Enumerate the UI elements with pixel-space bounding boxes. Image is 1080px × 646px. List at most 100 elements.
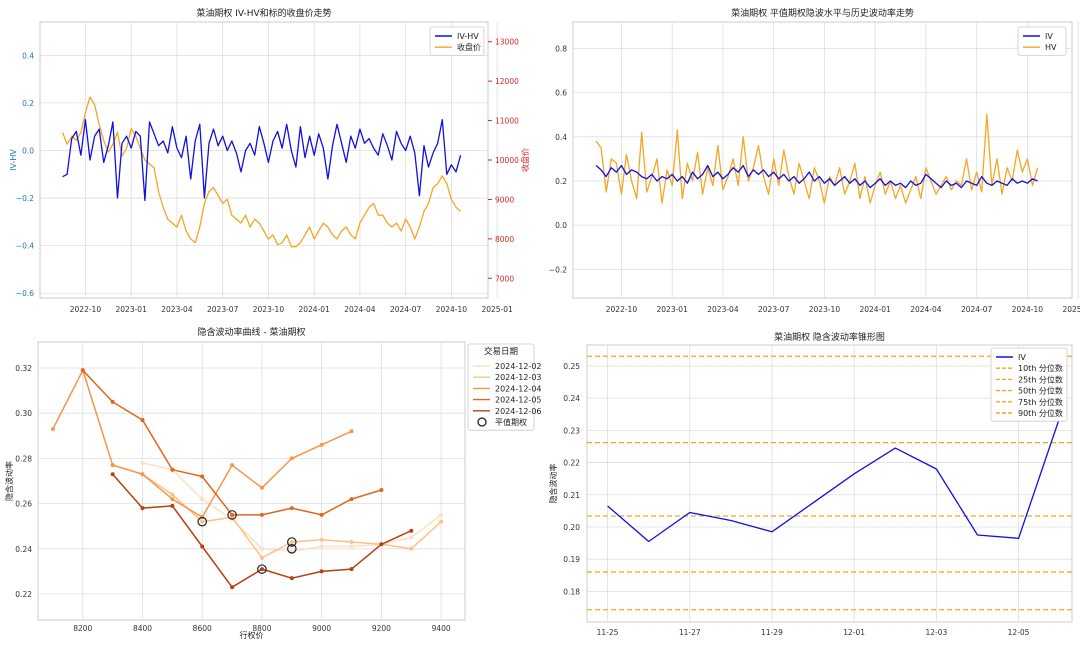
legend-entry: HV	[1045, 43, 1057, 52]
smile-point	[230, 585, 235, 590]
smile-point	[289, 576, 294, 581]
y-tick-label: 0.0	[555, 221, 567, 230]
x-tick-label: 2022-10	[606, 305, 638, 314]
x-tick-label: 8400	[133, 624, 152, 633]
right-tick-label: 8000	[495, 235, 514, 244]
chart-title: 菜油期权 平值期权隐波水平与历史波动率走势	[731, 7, 914, 19]
smile-point	[200, 474, 205, 479]
x-tick-label: 2024-07	[961, 305, 993, 314]
left-tick-label: −0.6	[16, 289, 34, 298]
legend-box	[1017, 26, 1067, 56]
x-tick-label: 2023-10	[253, 305, 285, 314]
x-tick-label: 2024-07	[390, 305, 422, 314]
legend-entry: 50th 分位数	[1018, 386, 1063, 396]
y-tick-label: 0.23	[563, 426, 580, 435]
smile-point	[110, 463, 115, 468]
smile-point	[140, 472, 145, 477]
smile-point	[200, 497, 205, 502]
smile-point	[319, 442, 324, 447]
y-tick-label: 0.25	[563, 362, 580, 371]
y-axis-label: IV-HV	[9, 149, 18, 171]
legend-entry: 2024-12-02	[495, 362, 542, 371]
y-tick-label: 0.21	[563, 491, 580, 500]
x-tick-label: 2024-01	[298, 305, 330, 314]
right-tick-label: 9000	[495, 195, 514, 204]
smile-point	[170, 503, 175, 508]
smile-point	[349, 497, 354, 502]
y-tick-label: 0.24	[563, 394, 580, 403]
x-tick-label: 2023-07	[758, 305, 790, 314]
legend-entry: 90th 分位数	[1018, 408, 1063, 418]
chart-iv-hv-vs-close: 7000 8000 9000 10000 11000 12000 13000 −0.6 −0.4…	[9, 7, 530, 314]
x-tick-label: 8600	[193, 624, 212, 633]
x-tick-label: 2024-10	[436, 305, 468, 314]
smile-point	[230, 512, 235, 517]
legend-entry: 平值期权	[495, 417, 527, 427]
series-group	[595, 114, 1039, 204]
smile-point	[409, 546, 414, 551]
smile-point	[289, 506, 294, 511]
x-tick-label: 9200	[372, 624, 391, 633]
legend-entry: 收盘价	[457, 42, 481, 52]
smile-point	[259, 555, 264, 560]
legend-entry: 25th 分位数	[1018, 374, 1063, 384]
series-group	[50, 368, 444, 590]
legend-box	[990, 347, 1068, 422]
legend-entry: 2024-12-05	[495, 396, 542, 405]
chart-title: 菜油期权 IV-HV和标的收盘价走势	[196, 7, 331, 19]
y-tick-label: 0.22	[563, 459, 580, 468]
chart-title: 隐含波动率曲线 - 菜油期权	[198, 326, 306, 338]
x-tick-label: 9400	[432, 624, 451, 633]
x-tick-label: 11-25	[597, 628, 619, 637]
y-axis-label-right: 收盘价	[520, 148, 530, 172]
y-tick-label: 0.24	[15, 545, 32, 554]
x-tick-label: 2025-01	[1062, 305, 1080, 314]
y-tick-label: 0.22	[15, 590, 32, 599]
atm-marker	[287, 544, 297, 554]
x-tick-label: 2025-01	[481, 305, 513, 314]
left-tick-label: 0.0	[22, 146, 34, 155]
legend-entry: IV	[1045, 32, 1053, 41]
smile-point	[110, 399, 115, 404]
right-tick-label: 11000	[495, 117, 519, 126]
y-tick-label: 0.30	[15, 409, 32, 418]
legend-title: 交易日期	[484, 346, 518, 357]
y-tick-label: 0.18	[563, 587, 580, 596]
smile-line-2024-12-03	[112, 464, 442, 559]
y-tick-label: 0.20	[563, 523, 580, 532]
y-axis-label: 隐含波动率	[4, 461, 14, 501]
x-tick-label: 8800	[252, 624, 271, 633]
x-tick-label: 2023-01	[116, 305, 148, 314]
left-tick-label: −0.4	[16, 242, 34, 251]
x-tick-label: 9000	[312, 624, 331, 633]
legend-box	[429, 26, 485, 56]
x-tick-label: 12-03	[925, 628, 947, 637]
y-axis-label: 隐含波动率	[548, 464, 558, 504]
smile-point	[140, 417, 145, 422]
smile-point	[409, 528, 414, 533]
x-tick-label: 2023-07	[207, 305, 239, 314]
y-tick-label: 0.19	[563, 555, 580, 564]
smile-point	[409, 535, 414, 540]
smile-point	[379, 542, 384, 547]
chart-iv-cone: 0.18 0.19 0.20 0.21 0.22 0.23 0.24 0.25 11-25 11-…	[548, 331, 1073, 637]
right-tick-label: 7000	[495, 274, 514, 283]
x-axis-label: 行权价	[240, 630, 264, 640]
smile-point	[170, 467, 175, 472]
legend-entry: IV	[1018, 353, 1026, 362]
smile-point	[259, 485, 264, 490]
atm-marker	[287, 537, 297, 547]
smile-point	[200, 519, 205, 524]
smile-point	[50, 427, 55, 432]
plot-frame	[37, 341, 466, 621]
x-tick-label: 2022-10	[70, 305, 102, 314]
y-tick-label: 0.4	[555, 133, 567, 142]
x-tick-label: 12-05	[1008, 628, 1030, 637]
chart-title: 菜油期权 隐含波动率锥形图	[774, 331, 885, 343]
atm-marker	[257, 564, 267, 574]
smile-point	[110, 472, 115, 477]
smile-point	[439, 519, 444, 524]
legend-entry: 2024-12-03	[495, 373, 542, 382]
smile-point	[80, 368, 85, 373]
right-tick-label: 12000	[495, 77, 519, 86]
